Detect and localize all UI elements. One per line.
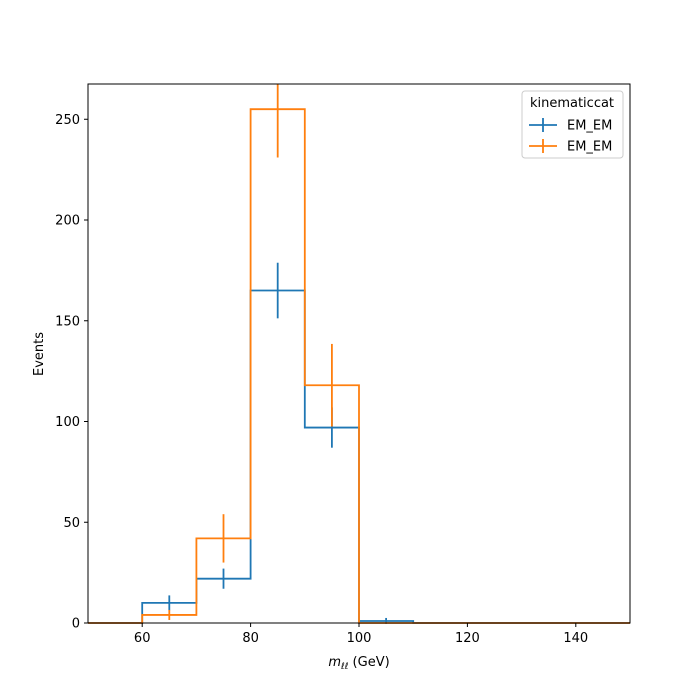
- y-tick-label: 100: [55, 415, 80, 430]
- y-axis-label: Events: [32, 332, 47, 376]
- legend-label: EM_EM: [567, 140, 612, 155]
- legend: kinematiccat EM_EM EM_EM: [521, 90, 624, 159]
- x-tick-label: 60: [134, 631, 151, 646]
- y-tick-label: 50: [63, 516, 80, 531]
- legend-entry-1: EM_EM: [529, 118, 612, 134]
- x-tick-label: 80: [242, 631, 259, 646]
- x-axis-label: mℓℓ (GeV): [328, 655, 389, 672]
- y-tick-label: 250: [55, 113, 80, 128]
- x-axis-label-main: m: [328, 655, 341, 670]
- x-axis-ticks: 60 80 100 120 140: [134, 623, 588, 646]
- legend-label: EM_EM: [567, 119, 612, 134]
- legend-box: [521, 90, 624, 159]
- x-tick-label: 140: [563, 631, 588, 646]
- legend-entry-2: EM_EM: [529, 139, 612, 155]
- series-layer: [88, 84, 630, 625]
- series-2: [88, 84, 630, 624]
- x-axis-label-unit: (GeV): [348, 655, 389, 670]
- y-tick-label: 0: [72, 617, 80, 632]
- x-axis-label-subscript: ℓℓ: [340, 662, 348, 672]
- x-tick-label: 100: [347, 631, 372, 646]
- y-tick-label: 150: [55, 314, 80, 329]
- legend-entries: EM_EM EM_EM: [529, 118, 612, 155]
- step-line: [88, 108, 630, 624]
- y-tick-label: 200: [55, 214, 80, 229]
- x-tick-label: 120: [455, 631, 480, 646]
- legend-title: kinematiccat: [530, 96, 614, 111]
- y-axis-ticks: 0 50 100 150 200 250: [55, 113, 88, 632]
